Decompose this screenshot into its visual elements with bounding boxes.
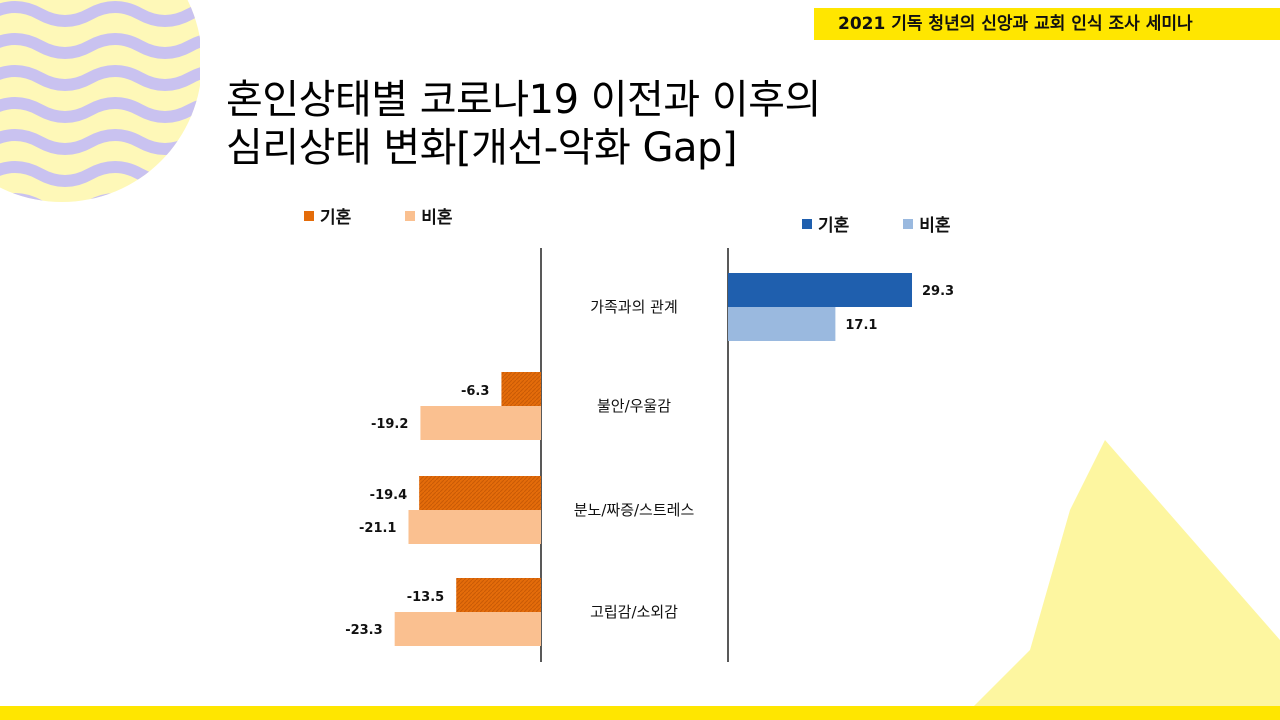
bar-married	[456, 578, 541, 612]
data-label: 29.3	[922, 284, 954, 299]
data-label: -19.4	[370, 488, 407, 503]
bar-single	[420, 406, 541, 440]
category-label: 고립감/소외감	[590, 603, 678, 621]
bar-single	[408, 510, 541, 544]
legend-swatch	[802, 218, 812, 229]
title-line-2: 심리상태 변화[개선-악화 Gap]	[226, 125, 737, 171]
data-label: 17.1	[845, 318, 877, 333]
data-label: -6.3	[461, 384, 489, 399]
legend-swatch	[405, 210, 416, 221]
data-label: -19.2	[371, 417, 408, 432]
data-label: -21.1	[359, 521, 396, 536]
legend-label: 기혼	[818, 216, 850, 236]
mountain-decoration	[960, 440, 1280, 720]
legend-item-married-negative: 기혼	[304, 203, 351, 228]
legend-item-single-negative: 비혼	[405, 203, 453, 228]
bar-single	[394, 612, 541, 646]
title-line-1: 혼인상태별 코로나19 이전과 이후의	[226, 77, 821, 123]
legend-swatch	[903, 218, 914, 229]
category-label: 불안/우울감	[597, 397, 671, 415]
seminar-banner: 2021 기독 청년의 신앙과 교회 인식 조사 세미나	[814, 8, 1280, 40]
category-label: 가족과의 관계	[590, 298, 678, 316]
wave-decoration	[0, 0, 200, 202]
legend-label: 기혼	[320, 208, 352, 228]
category-label: 분노/짜증/스트레스	[574, 501, 695, 519]
slide-title: 혼인상태별 코로나19 이전과 이후의 심리상태 변화[개선-악화 Gap]	[226, 76, 821, 172]
legend-negative: 기혼 비혼	[304, 203, 507, 228]
legend-swatch	[304, 210, 314, 221]
legend-label: 비혼	[421, 208, 453, 228]
bar-married	[501, 372, 541, 406]
bar-single	[728, 307, 836, 341]
legend-positive: 기혼 비혼	[802, 211, 1005, 236]
bar-married	[419, 476, 541, 510]
bar-married	[728, 273, 913, 307]
bottom-accent-band	[0, 706, 1280, 720]
data-label: -13.5	[407, 590, 444, 605]
legend-item-single-positive: 비혼	[903, 211, 951, 236]
legend-item-married-positive: 기혼	[802, 211, 849, 236]
legend-label: 비혼	[919, 216, 951, 236]
data-label: -23.3	[345, 623, 382, 638]
